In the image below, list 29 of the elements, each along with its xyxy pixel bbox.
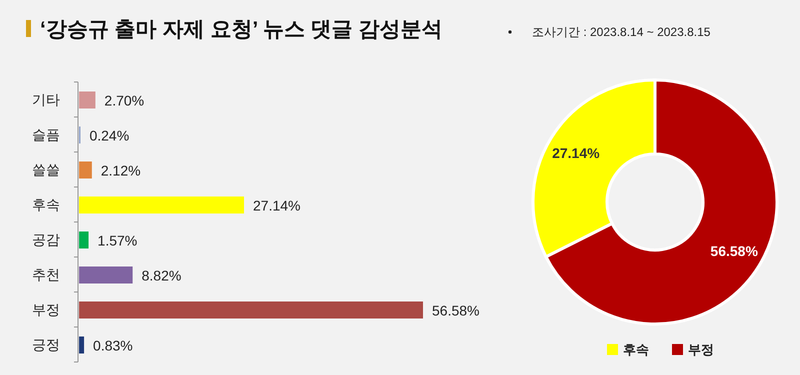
y-tick-label: 슬픔 bbox=[32, 126, 60, 142]
legend-label: 후속 bbox=[623, 342, 649, 357]
bar bbox=[79, 92, 96, 108]
data-label: 8.82% bbox=[142, 268, 182, 284]
bar bbox=[79, 302, 423, 318]
y-tick-label: 후속 bbox=[32, 196, 60, 212]
bar bbox=[79, 266, 133, 284]
y-tick-label: 추천 bbox=[32, 266, 60, 282]
bar bbox=[79, 162, 92, 178]
data-label: 56.58% bbox=[432, 302, 480, 318]
data-label: 0.24% bbox=[89, 128, 130, 144]
y-tick-label: 기타 bbox=[32, 92, 60, 108]
legend-label: 부정 bbox=[688, 342, 714, 357]
y-tick-label: 긍정 bbox=[32, 336, 60, 352]
bar bbox=[79, 232, 89, 248]
data-label: 27.14% bbox=[552, 145, 600, 162]
data-label: 0.83% bbox=[93, 338, 133, 354]
text: 조사기간 : 2023.8.14 ~ 2023.8.15 bbox=[532, 25, 711, 39]
chart-title: ‘강승규 출마 자제 요청’ 뉴스 댓글 감성분석 bbox=[40, 18, 443, 41]
y-tick-label: 공감 bbox=[32, 232, 60, 248]
bar bbox=[79, 196, 244, 214]
data-label: 56.58% bbox=[710, 242, 758, 259]
data-label: 1.57% bbox=[98, 232, 138, 248]
data-label: 2.70% bbox=[104, 92, 144, 108]
data-label: 27.14% bbox=[253, 198, 300, 214]
data-label: 2.12% bbox=[100, 162, 141, 178]
bar bbox=[79, 336, 84, 354]
y-tick-label: 부정 bbox=[32, 302, 60, 318]
y-tick-label: 쓸쓸 bbox=[32, 162, 60, 178]
